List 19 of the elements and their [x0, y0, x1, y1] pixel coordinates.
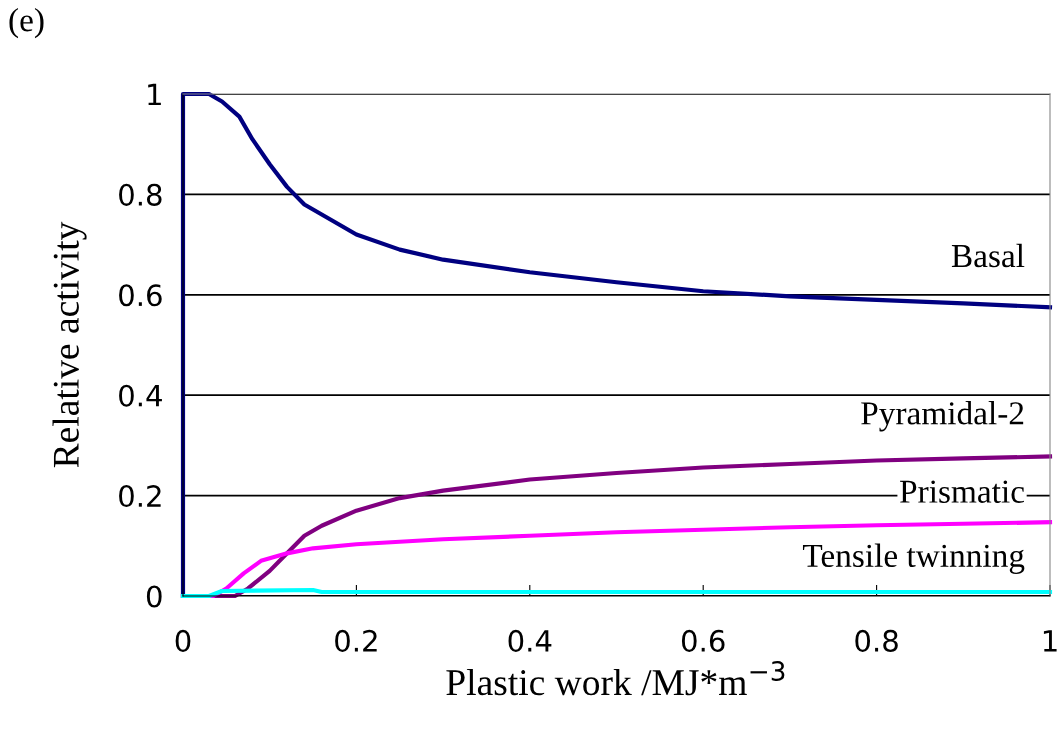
- x-tick-label: 0.6: [681, 629, 725, 652]
- x-tick-label: 0.4: [508, 629, 552, 652]
- chart-title: (e): [9, 8, 44, 39]
- y-tick-label: 0.4: [119, 384, 162, 407]
- y-tick-label: 0.2: [119, 485, 161, 508]
- y-tick-label: 1: [148, 83, 161, 106]
- x-tick-label: 0.2: [335, 629, 377, 652]
- series-label: Tensile twinning: [802, 543, 1025, 574]
- x-axis-title: Plastic work /MJ*m$^{−3}$: [446, 661, 785, 696]
- x-tick-label: 0: [175, 629, 191, 652]
- series-label: Pyramidal-2: [861, 401, 1024, 432]
- x-tick-label: 0.8: [855, 629, 898, 652]
- series-label: Basal: [951, 243, 1025, 268]
- y-tick-label: 0.6: [119, 284, 162, 307]
- y-tick-label: 0.8: [119, 183, 162, 206]
- series-label: Prismatic: [900, 480, 1024, 503]
- y-axis-title: Relative activity: [52, 221, 87, 468]
- x-tick-label: 1: [1043, 630, 1057, 652]
- y-tick-label: 0: [146, 585, 162, 608]
